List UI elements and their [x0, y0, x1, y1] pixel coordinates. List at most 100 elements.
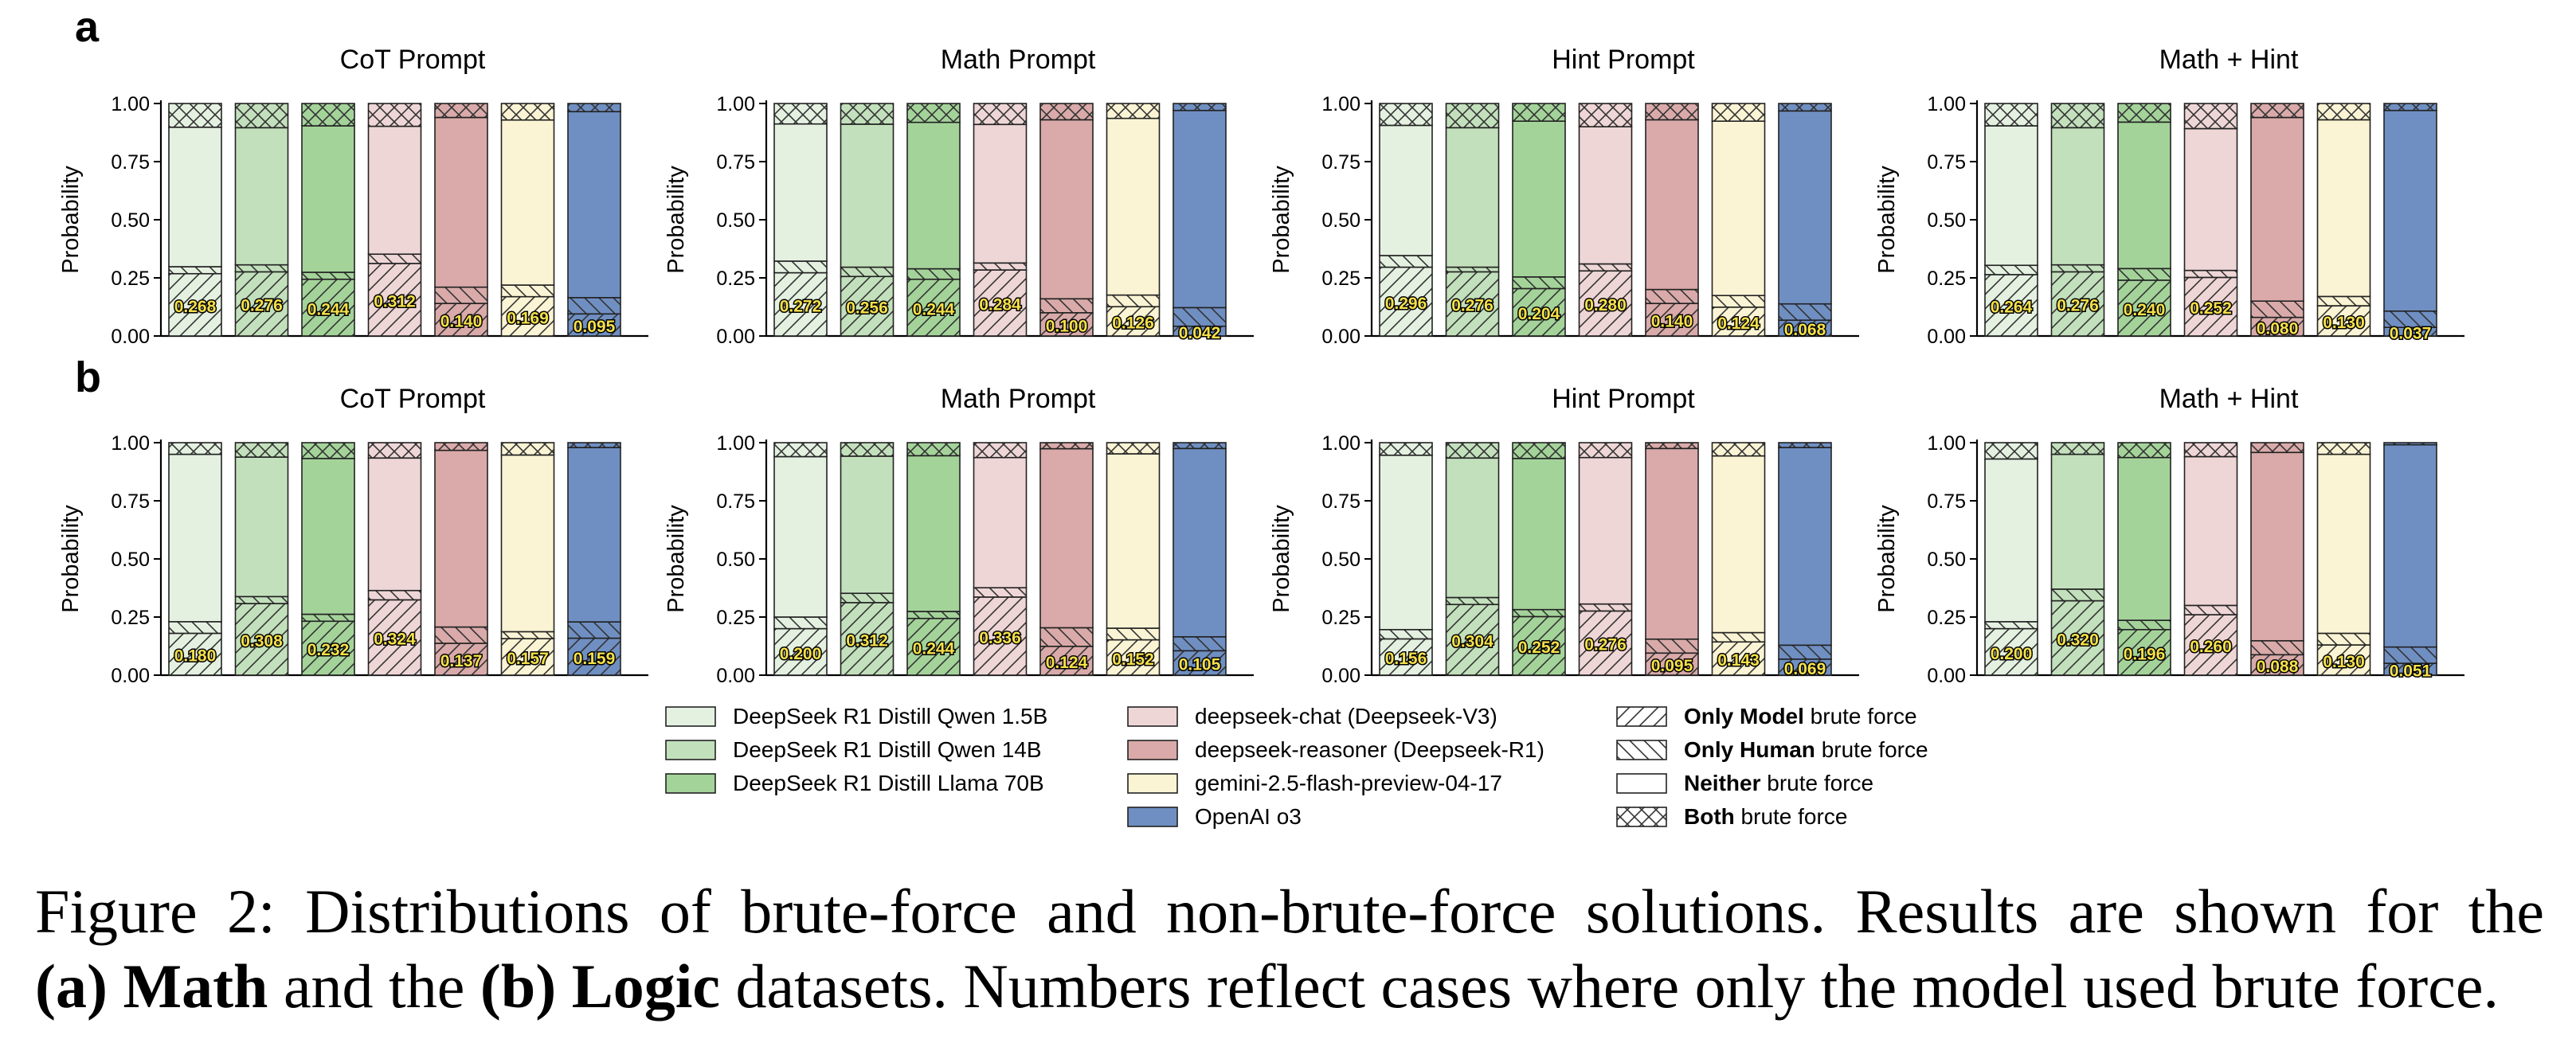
legend-item-pattern: Both brute force	[1616, 804, 1848, 829]
bar-value-label: 0.095	[574, 318, 616, 336]
bar-outline	[840, 103, 895, 125]
bar-value-label: 0.156	[1385, 650, 1427, 668]
bar-outline	[973, 103, 1028, 126]
panel-title: CoT Prompt	[340, 45, 486, 75]
bar-outline	[234, 442, 289, 458]
bar-value-label: 0.320	[2057, 631, 2099, 649]
bar-value-label: 0.100	[1046, 317, 1088, 335]
bar-segment-neither	[973, 457, 1027, 588]
bar-hatch	[2317, 104, 2370, 120]
bar-hatch	[774, 617, 827, 629]
bar-hatch	[169, 443, 221, 455]
y-tick-label: 0.75	[111, 490, 150, 513]
bar-outline	[1106, 103, 1161, 119]
bar-hatch	[169, 273, 221, 336]
bar-value-label: 0.159	[574, 650, 616, 668]
bar-segment-neither	[1579, 457, 1632, 604]
bar-value-label: 0.312	[374, 292, 416, 311]
bar-hatch	[1712, 295, 1765, 307]
panel-a-3: Hint Prompt Probability 0.00 0.25 0.50 0.75 1.…	[1269, 45, 1859, 348]
legend-label-rest: brute force	[1760, 771, 1873, 795]
legend-item-pattern: Only Human brute force	[1616, 737, 1928, 762]
bar-outline	[1512, 103, 1566, 122]
bar-outline	[367, 103, 422, 127]
figure-caption: Figure 2: Distributions of brute-force a…	[35, 874, 2544, 1024]
bar-segment-neither	[1779, 111, 1831, 304]
bar-hatch	[2051, 104, 2104, 128]
bar-hatch	[1106, 295, 1160, 307]
y-tick-label: 0.50	[716, 209, 755, 232]
bar-value-label: 0.169	[507, 309, 549, 327]
y-tick-label: 0.00	[1927, 326, 1966, 348]
bar-hatch	[1106, 628, 1160, 640]
bar-outline	[1984, 103, 2038, 127]
bar-hatch	[2317, 306, 2370, 336]
bar-hatch	[368, 263, 421, 336]
bar-hatch	[2251, 443, 2304, 453]
bar-value-label: 0.244	[307, 300, 350, 318]
legend-label-rest: brute force	[1815, 737, 1928, 762]
bar-hatch	[2118, 620, 2171, 630]
bar-hatch	[568, 104, 621, 112]
bar-value-label: 0.252	[1518, 639, 1560, 657]
bar-outline	[1106, 442, 1161, 455]
bar-value-label: 0.336	[979, 629, 1021, 647]
bar-hatch	[1513, 288, 1565, 336]
bar-value-label: 0.140	[1651, 313, 1693, 331]
bar-segment-neither	[501, 455, 554, 632]
bar-hatch	[501, 639, 554, 675]
bar-hatch	[2118, 629, 2171, 675]
bar-hatch	[2251, 640, 2304, 655]
bar-outline	[2183, 442, 2238, 458]
bar-hatch	[368, 600, 421, 675]
bar-outline	[301, 103, 355, 127]
bar-hatch	[435, 627, 487, 643]
bar-value-label: 0.264	[1991, 298, 2033, 316]
bar-segment-neither	[1712, 455, 1765, 633]
bar-hatch	[973, 270, 1027, 336]
legend-pattern-hatch	[1617, 707, 1666, 726]
legend-label: deepseek-chat (Deepseek-V3)	[1195, 704, 1497, 729]
bar-outline	[1039, 442, 1094, 450]
bar-hatch	[435, 643, 487, 675]
bar-hatch	[435, 303, 487, 336]
legend-swatch	[1616, 740, 1667, 760]
bar-hatch	[1040, 646, 1093, 675]
bar-hatch	[1173, 650, 1226, 675]
bar-hatch	[2317, 645, 2370, 675]
bar-segment-neither	[2384, 110, 2437, 311]
bar-hatch	[1646, 653, 1698, 675]
bar-value-label: 0.204	[1518, 305, 1560, 323]
bar-segment-neither	[1040, 448, 1093, 628]
bar-hatch	[1380, 255, 1432, 268]
bar-hatch	[1446, 267, 1499, 272]
bar-segment-neither	[568, 447, 621, 623]
bar-value-label: 0.130	[2323, 653, 2365, 671]
bar-segment-neither	[235, 457, 288, 597]
legend-label-rest: brute force	[1735, 804, 1848, 829]
bar-segment-neither	[1646, 119, 1698, 290]
bar-hatch	[1380, 267, 1432, 336]
bar-hatch	[435, 287, 487, 304]
bar-hatch	[774, 443, 827, 457]
bar-segment-neither	[1646, 448, 1698, 639]
bar-segment-neither	[1040, 119, 1093, 299]
bar-value-label: 0.268	[174, 298, 217, 316]
bar-value-label: 0.143	[1717, 651, 1760, 670]
legend-item-pattern: Only Model brute force	[1616, 704, 1917, 729]
y-tick-label: 0.00	[111, 665, 150, 687]
y-axis-label: Probability	[58, 505, 84, 613]
y-tick-label: 0.00	[1321, 665, 1360, 687]
bar-hatch	[2384, 647, 2437, 664]
bar-hatch	[568, 622, 621, 639]
y-tick-label: 0.25	[716, 607, 755, 629]
y-axis-label: Probability	[664, 166, 689, 274]
legend-item-model: DeepSeek R1 Distill Qwen 1.5B	[665, 704, 1047, 729]
bar-segment-neither	[2317, 119, 2370, 297]
bar-outline	[773, 442, 828, 458]
bar-hatch	[2384, 311, 2437, 328]
bar-outline	[500, 442, 555, 456]
bar-hatch	[2184, 270, 2237, 278]
bar-segment-neither	[169, 454, 221, 622]
y-tick-label: 0.75	[1927, 151, 1966, 174]
